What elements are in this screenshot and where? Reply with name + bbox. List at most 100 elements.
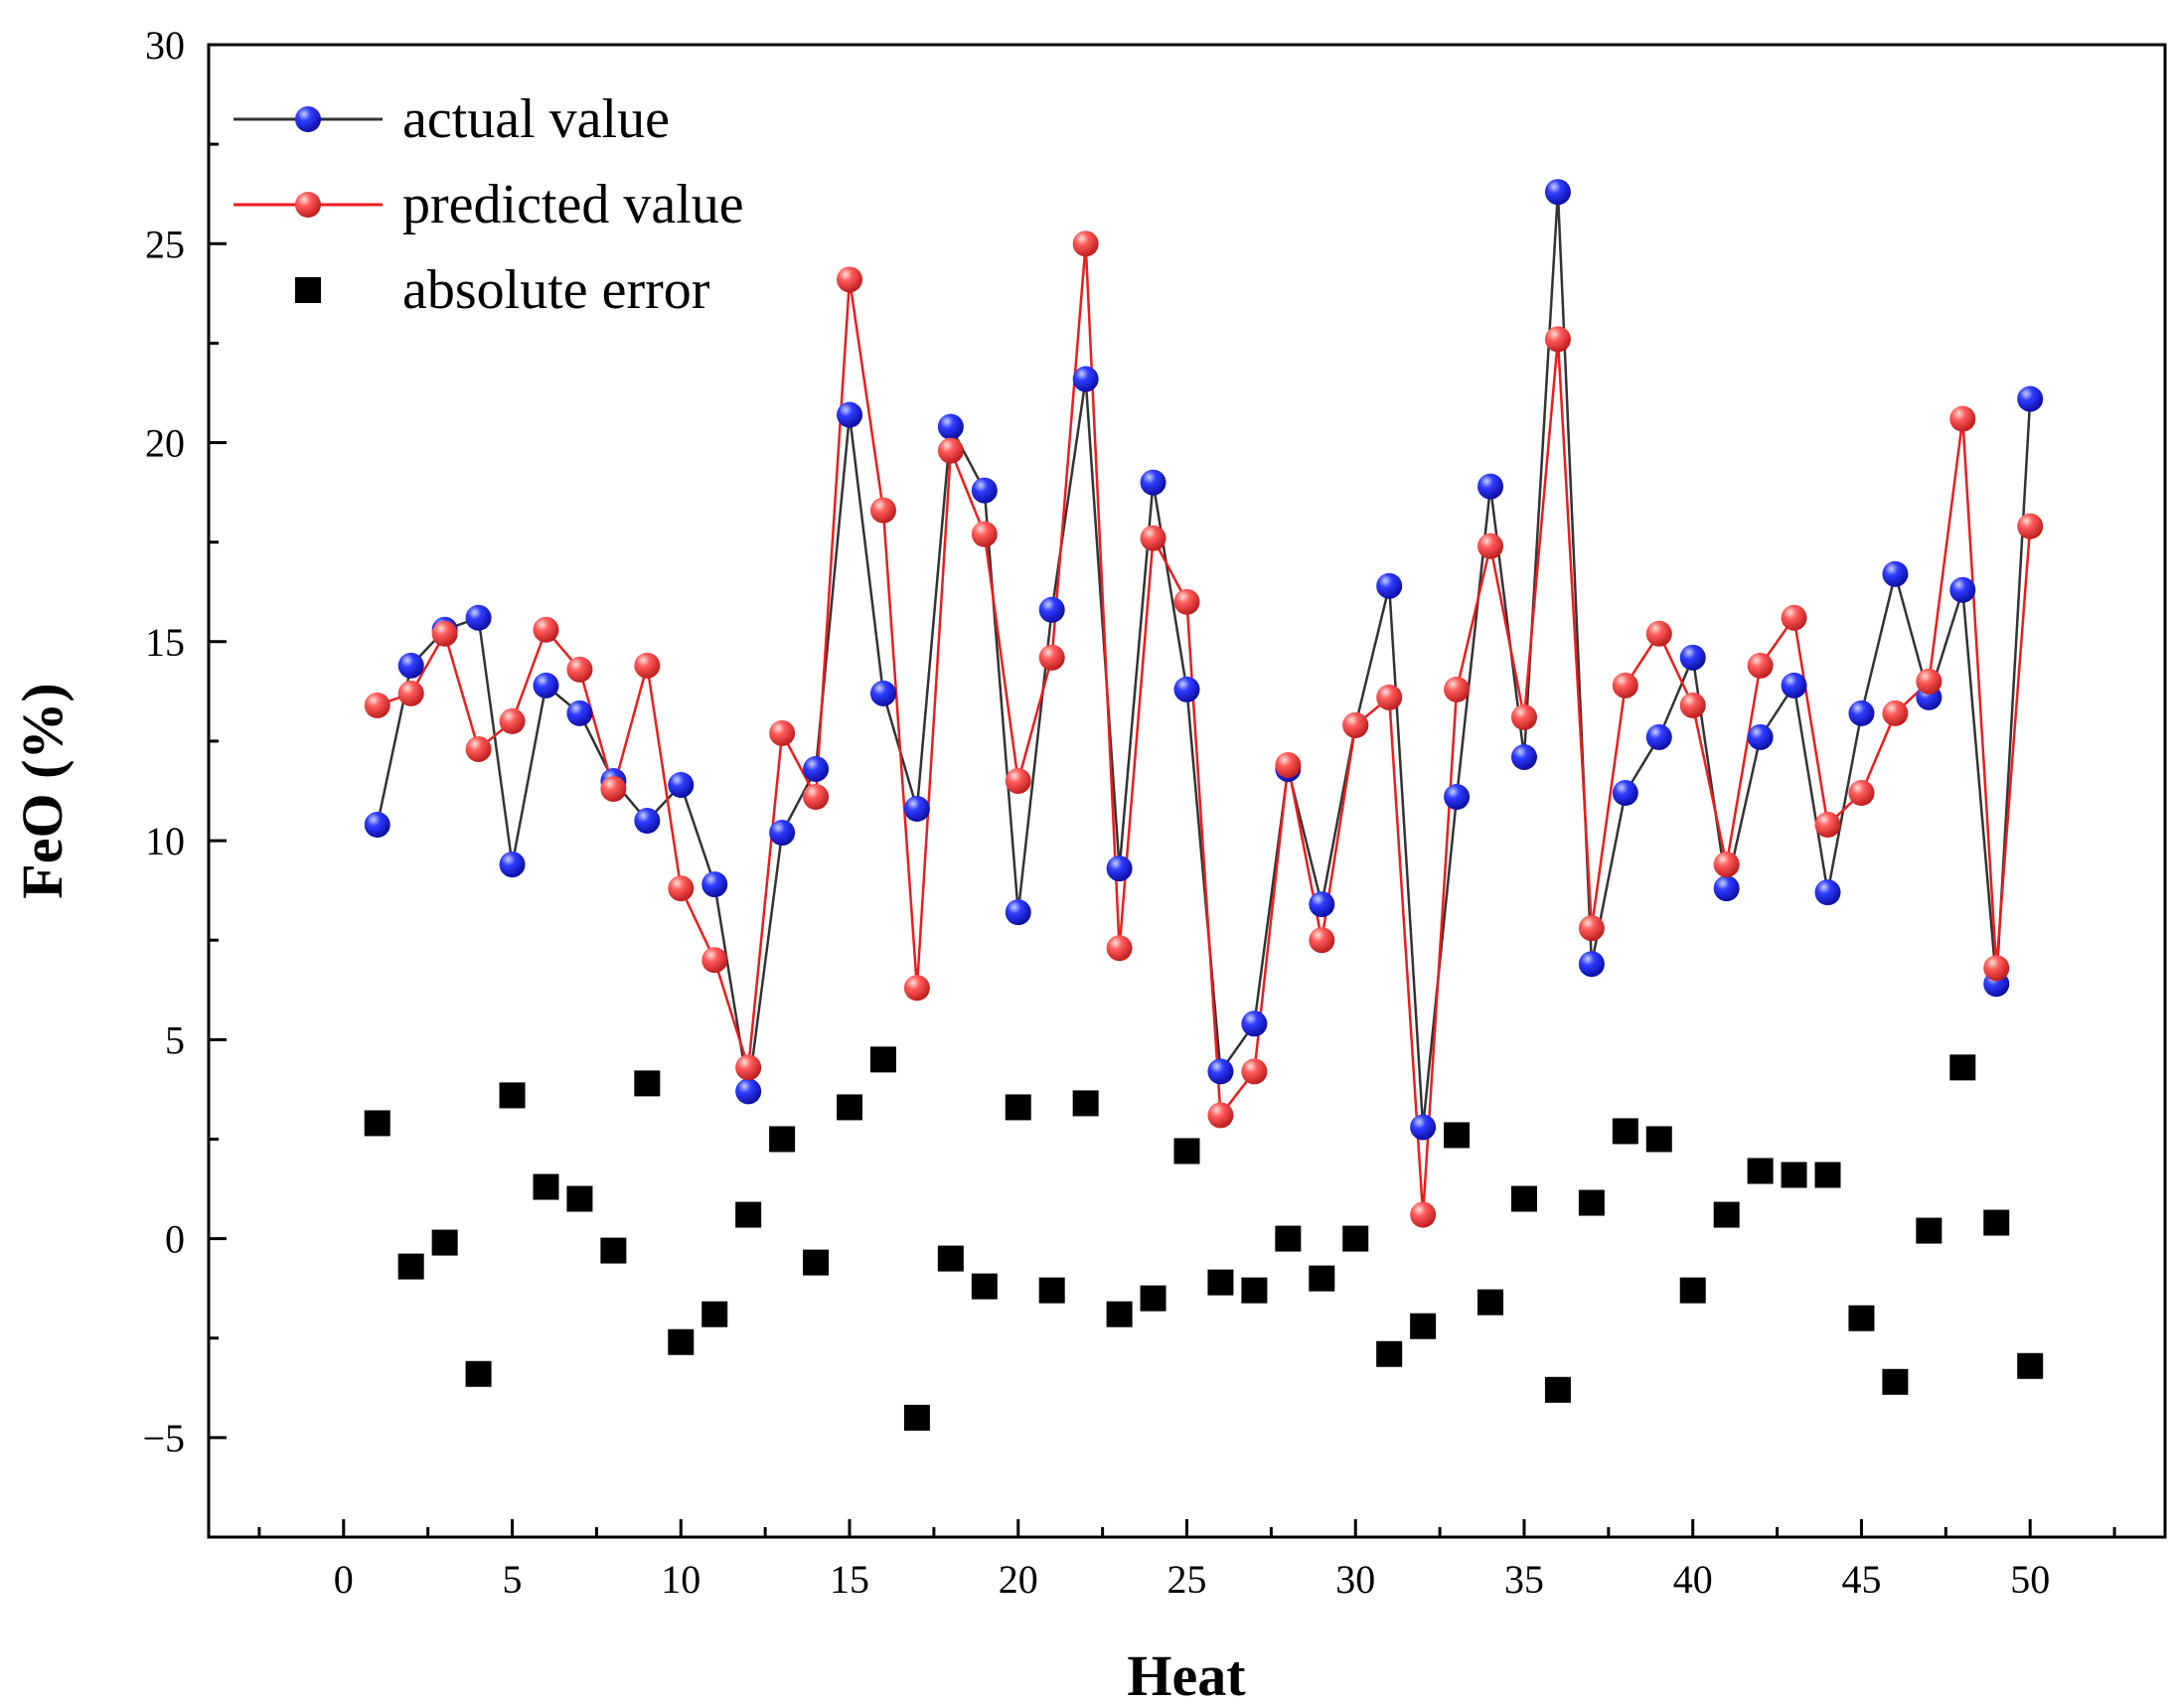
- absolute-error-point: [1679, 1277, 1706, 1304]
- absolute-error-point: [465, 1360, 492, 1387]
- absolute-error-point: [1173, 1138, 1200, 1165]
- predicted-value-point: [1241, 1058, 1268, 1085]
- actual-value-point: [2017, 386, 2044, 412]
- actual-value-point: [1038, 596, 1065, 623]
- predicted-value-point: [1983, 955, 2010, 982]
- absolute-error-point: [1241, 1277, 1268, 1304]
- absolute-error-point: [1814, 1162, 1841, 1188]
- absolute-error-point: [869, 1046, 896, 1073]
- predicted-value-point: [364, 692, 390, 718]
- absolute-error-point: [1072, 1090, 1099, 1117]
- absolute-error-point: [1309, 1265, 1335, 1292]
- predicted-value-point: [1713, 852, 1740, 878]
- actual-value-point: [1679, 644, 1706, 671]
- predicted-value-point: [1309, 927, 1335, 954]
- actual-value-point: [566, 699, 593, 726]
- absolute-error-point: [1106, 1301, 1133, 1327]
- legend-predicted-marker: [295, 192, 321, 218]
- absolute-error-point: [1882, 1368, 1909, 1395]
- predicted-value-point: [1612, 672, 1638, 699]
- x-tick-label: 30: [1335, 1557, 1375, 1602]
- actual-value-point: [1781, 672, 1807, 699]
- y-tick-label: 0: [165, 1217, 185, 1262]
- absolute-error-point: [1410, 1313, 1437, 1339]
- absolute-error-point: [1376, 1340, 1403, 1367]
- actual-value-point: [1444, 784, 1471, 811]
- predicted-value-point: [566, 656, 593, 683]
- predicted-value-point: [1477, 533, 1504, 559]
- predicted-value-point: [1848, 780, 1875, 807]
- absolute-error-point: [1781, 1162, 1807, 1188]
- actual-value-point: [1510, 743, 1537, 770]
- predicted-value-point: [1882, 699, 1909, 726]
- actual-value-point: [1005, 899, 1031, 926]
- absolute-error-point: [1949, 1054, 1976, 1081]
- absolute-error-point: [1578, 1189, 1605, 1216]
- predicted-value-point: [1106, 935, 1133, 962]
- absolute-error-point: [1207, 1269, 1234, 1296]
- series-layer: [364, 179, 2044, 1431]
- actual-value-point: [1747, 723, 1774, 750]
- absolute-error-point: [803, 1249, 830, 1276]
- absolute-error-point: [566, 1185, 593, 1212]
- predicted-value-point: [1275, 751, 1302, 778]
- actual-value-point: [1207, 1058, 1234, 1085]
- x-tick-label: 0: [334, 1557, 354, 1602]
- x-tick-label: 50: [2010, 1557, 2050, 1602]
- predicted-value-point: [1410, 1201, 1437, 1228]
- predicted-value-point: [1207, 1102, 1234, 1129]
- absolute-error-point: [1848, 1305, 1875, 1331]
- predicted-value-point: [1140, 525, 1166, 551]
- actual-value-point: [1410, 1114, 1437, 1141]
- actual-value-point: [1544, 179, 1571, 206]
- absolute-error-point: [701, 1301, 728, 1327]
- actual-value-point: [364, 812, 390, 839]
- x-tick-label: 15: [830, 1557, 869, 1602]
- absolute-error-point: [1983, 1209, 2010, 1236]
- actual-value-line: [376, 192, 2032, 1128]
- predicted-value-point: [1005, 767, 1031, 794]
- absolute-error-point: [634, 1070, 661, 1097]
- predicted-value-point: [1949, 405, 1976, 432]
- x-axis-title: Heat: [1127, 1643, 1246, 1708]
- legend-actual-label: actual value: [402, 88, 670, 150]
- absolute-error-point: [1713, 1201, 1740, 1228]
- x-tick-label: 35: [1504, 1557, 1544, 1602]
- absolute-error-point: [533, 1173, 559, 1200]
- y-tick-label: 10: [145, 819, 185, 863]
- actual-value-point: [1376, 572, 1403, 599]
- absolute-error-point: [1038, 1277, 1065, 1304]
- actual-value-point: [1477, 473, 1504, 500]
- absolute-error-point: [1342, 1225, 1369, 1252]
- x-axis-ticks: [257, 1519, 2116, 1537]
- predicted-value-point: [1679, 692, 1706, 718]
- predicted-value-point: [1173, 588, 1200, 615]
- predicted-value-point: [600, 775, 627, 802]
- actual-value-point: [1106, 855, 1133, 882]
- actual-value-point: [735, 1078, 762, 1105]
- predicted-value-point: [869, 497, 896, 524]
- predicted-value-point: [1781, 604, 1807, 631]
- absolute-error-point: [1645, 1126, 1672, 1153]
- absolute-error-point: [668, 1328, 695, 1355]
- predicted-value-point: [634, 652, 661, 679]
- x-tick-label: 25: [1167, 1557, 1207, 1602]
- absolute-error-point: [1612, 1118, 1638, 1145]
- absolute-error-point: [1747, 1158, 1774, 1184]
- actual-value-point: [837, 401, 863, 428]
- absolute-error-point: [1477, 1289, 1504, 1316]
- absolute-error-point: [600, 1237, 627, 1264]
- actual-value-point: [1713, 875, 1740, 902]
- actual-value-point: [668, 771, 695, 798]
- absolute-error-point: [1444, 1122, 1471, 1149]
- absolute-error-point: [903, 1404, 930, 1431]
- predicted-value-point: [1814, 812, 1841, 839]
- absolute-error-point: [1275, 1225, 1302, 1252]
- legend: actual value predicted value absolute erro…: [233, 88, 744, 321]
- y-tick-label: 25: [145, 222, 185, 266]
- actual-value-point: [1645, 723, 1672, 750]
- y-axis-tick-labels: −5 0 5 10 15 20 25 30: [142, 23, 185, 1461]
- predicted-value-point: [1038, 644, 1065, 671]
- absolute-error-point: [499, 1082, 526, 1109]
- actual-value-point: [1072, 366, 1099, 392]
